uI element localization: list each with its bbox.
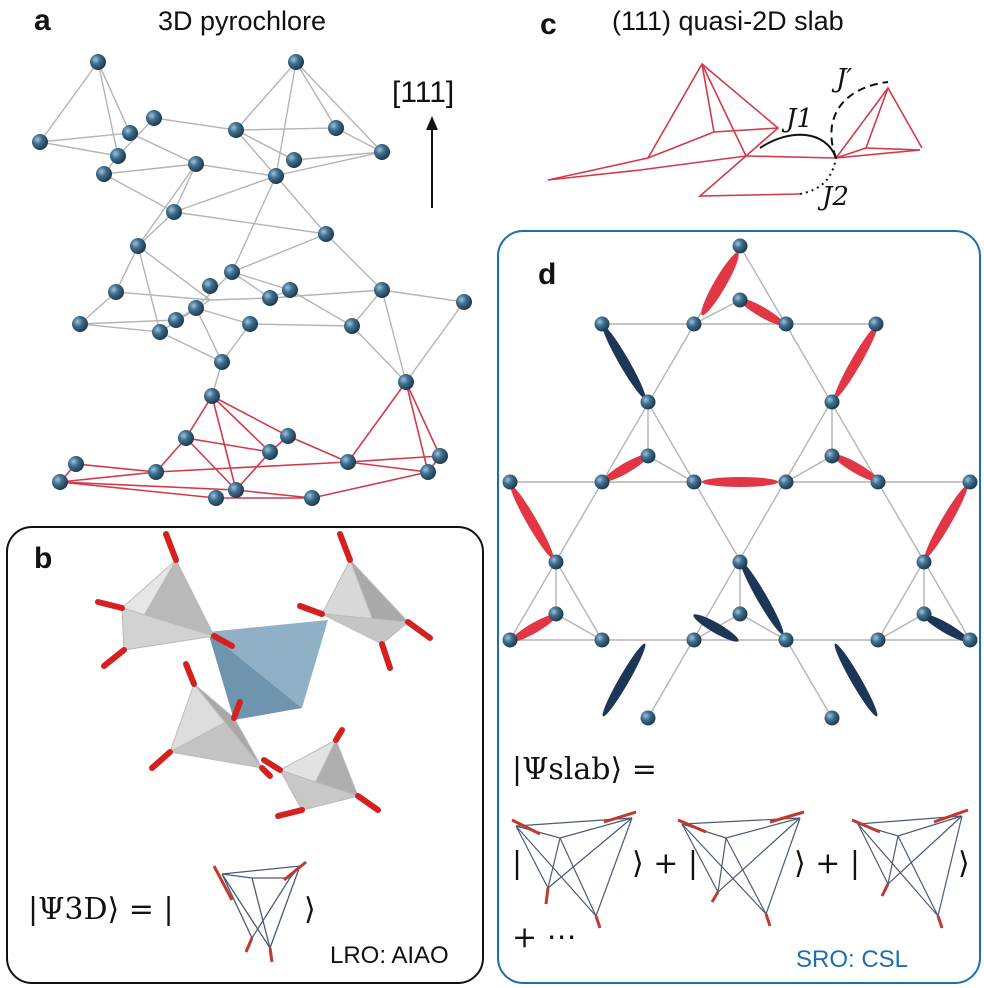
dimers-navy xyxy=(602,325,969,717)
panel-letter-d: d xyxy=(538,258,557,291)
j1-coupling xyxy=(759,133,837,159)
sro-tag: SRO: CSL xyxy=(796,946,909,973)
panel-b-frame xyxy=(6,526,484,984)
ket-term-4: ⟩ xyxy=(958,846,970,881)
ket-tetrahedron-b xyxy=(212,860,307,963)
pyrochlore-red-bonds xyxy=(59,381,441,499)
panel-letter-c: c xyxy=(540,8,557,41)
panel-d-frame xyxy=(497,230,981,984)
kagome-atoms xyxy=(502,238,978,726)
aiao-tetrahedra xyxy=(121,558,410,812)
jprime-label: J′ xyxy=(836,64,853,94)
direction-arrowhead xyxy=(426,116,438,130)
ket-tetrahedron-d3 xyxy=(851,808,969,929)
panel-a-title: 3D pyrochlore xyxy=(158,6,327,36)
panel-letter-b: b xyxy=(34,542,53,575)
pyrochlore-atoms xyxy=(32,54,472,506)
direction-label-111: [111] xyxy=(392,76,455,109)
ket-tetrahedron-d2 xyxy=(677,810,805,927)
dimers-red xyxy=(510,252,968,642)
jprime-coupling xyxy=(830,81,889,159)
lro-tag: LRO: AIAO xyxy=(330,942,449,969)
ket-ellipsis: + ⋯ xyxy=(512,920,577,955)
j2-coupling xyxy=(799,157,837,195)
aiao-spin-arrows xyxy=(95,531,433,819)
j1-label: J1 xyxy=(786,104,813,134)
ket-psi-3d-close: ⟩ xyxy=(304,892,316,927)
ket-psi-slab: |Ψslab⟩ = xyxy=(512,752,657,787)
panel-c-title: (111) quasi-2D slab xyxy=(612,6,844,36)
ket-term-2: ⟩ + | xyxy=(632,846,699,881)
pyrochlore-grey-bonds xyxy=(38,60,466,397)
ket-term-3: ⟩ + | xyxy=(794,846,861,881)
ket-tetrahedron-d1 xyxy=(511,810,637,929)
ket-term-1: | xyxy=(512,846,523,881)
slab-bonds xyxy=(547,62,923,197)
panel-letter-a: a xyxy=(34,4,51,37)
j2-label: J2 xyxy=(822,182,849,212)
ket-psi-3d: |Ψ3D⟩ = | xyxy=(28,892,174,927)
